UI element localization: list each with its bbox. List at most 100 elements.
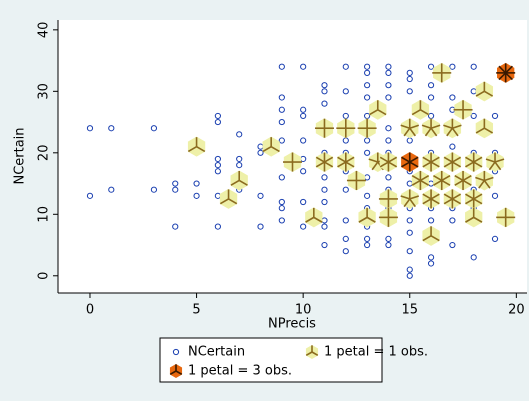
sunflower bbox=[443, 118, 462, 139]
sunflower bbox=[357, 118, 377, 139]
sunflower bbox=[475, 170, 494, 191]
point bbox=[150, 125, 158, 132]
sunflower bbox=[422, 225, 440, 246]
legend-symbol bbox=[169, 364, 183, 378]
sunflower-petal bbox=[230, 179, 240, 186]
point bbox=[449, 241, 456, 249]
sunflower-petal bbox=[475, 176, 485, 182]
x-tick-label: 10 bbox=[295, 303, 312, 318]
point bbox=[449, 63, 456, 70]
point bbox=[449, 143, 456, 150]
point bbox=[172, 186, 179, 193]
sunflower bbox=[465, 188, 483, 209]
sunflower bbox=[379, 152, 398, 173]
point bbox=[321, 174, 328, 181]
point bbox=[278, 174, 285, 181]
point bbox=[427, 260, 435, 267]
point bbox=[406, 248, 413, 255]
point bbox=[385, 174, 392, 181]
sunflower bbox=[411, 170, 430, 191]
sunflower-petal bbox=[443, 193, 453, 200]
sunflower-petal bbox=[400, 124, 410, 129]
sunflower-petal bbox=[315, 156, 325, 163]
point bbox=[406, 75, 413, 83]
sunflower-petal bbox=[483, 180, 491, 189]
legend-label: 1 petal = 3 obs. bbox=[188, 364, 292, 379]
sunflower-petal bbox=[377, 109, 387, 116]
sunflower-petal bbox=[409, 161, 419, 168]
sunflower-petal bbox=[473, 198, 483, 205]
sunflower-petal bbox=[465, 193, 475, 200]
point bbox=[364, 63, 371, 70]
sunflower-petal bbox=[388, 156, 398, 163]
sunflower-petal bbox=[483, 127, 493, 134]
point bbox=[470, 112, 477, 120]
sunflower bbox=[346, 170, 366, 191]
sunflower-petal bbox=[451, 127, 459, 137]
point bbox=[321, 100, 328, 107]
point bbox=[449, 94, 456, 101]
point bbox=[364, 82, 371, 89]
point bbox=[491, 192, 499, 199]
sunflower-petal bbox=[462, 179, 472, 186]
point bbox=[385, 137, 392, 144]
point bbox=[385, 69, 392, 76]
point bbox=[108, 125, 115, 132]
point bbox=[406, 266, 413, 273]
sunflower-petal bbox=[473, 193, 483, 200]
sunflower-petal bbox=[451, 193, 462, 200]
sunflower bbox=[475, 81, 494, 102]
point bbox=[278, 63, 285, 70]
sunflower-petal bbox=[366, 216, 376, 223]
sunflower-petal bbox=[433, 179, 443, 186]
sunflower-petal bbox=[337, 161, 347, 168]
point bbox=[300, 112, 307, 120]
sunflower bbox=[465, 207, 483, 228]
sunflower-petal bbox=[462, 175, 472, 182]
legend bbox=[159, 337, 383, 383]
x-axis-label: NPrecis bbox=[268, 317, 316, 332]
legend-symbol bbox=[172, 348, 180, 356]
sunflower-petal bbox=[305, 216, 315, 223]
sunflower-petal bbox=[369, 109, 379, 116]
sunflower bbox=[496, 207, 516, 228]
point bbox=[364, 69, 371, 76]
legend-label: NCertain bbox=[188, 345, 245, 360]
sunflower bbox=[262, 136, 280, 157]
point bbox=[278, 137, 285, 144]
sunflower-petal bbox=[175, 370, 183, 376]
point bbox=[278, 205, 285, 212]
sunflower bbox=[422, 152, 440, 173]
sunflower-petal bbox=[483, 90, 493, 97]
sunflower-petal bbox=[430, 127, 438, 137]
sunflower-petal bbox=[422, 156, 432, 163]
point bbox=[364, 149, 371, 156]
sunflower-petal bbox=[379, 161, 389, 168]
sunflower-petal bbox=[311, 351, 319, 357]
sunflower-petal bbox=[454, 175, 464, 182]
x-tick-label: 20 bbox=[508, 303, 525, 318]
point bbox=[193, 192, 200, 199]
point bbox=[321, 223, 328, 230]
point bbox=[321, 241, 328, 249]
point bbox=[86, 125, 94, 132]
point bbox=[342, 248, 349, 255]
sunflower-petal bbox=[451, 161, 462, 168]
sunflower bbox=[378, 207, 398, 228]
point bbox=[214, 155, 221, 163]
sunflower bbox=[454, 170, 472, 191]
sunflower-petal bbox=[411, 179, 421, 186]
x-tick-label: 0 bbox=[86, 303, 94, 318]
y-tick-label: 20 bbox=[37, 145, 52, 162]
point bbox=[257, 192, 264, 199]
sunflower-petal bbox=[465, 198, 475, 205]
point bbox=[172, 223, 179, 230]
point bbox=[278, 94, 285, 101]
sunflower-petal bbox=[430, 161, 440, 168]
sunflower-petal bbox=[441, 179, 451, 186]
sunflower-petal bbox=[465, 216, 475, 223]
point bbox=[172, 180, 179, 187]
sunflower-petal bbox=[238, 179, 248, 186]
sunflower-petal bbox=[409, 124, 420, 129]
sunflower-petal bbox=[454, 179, 464, 186]
